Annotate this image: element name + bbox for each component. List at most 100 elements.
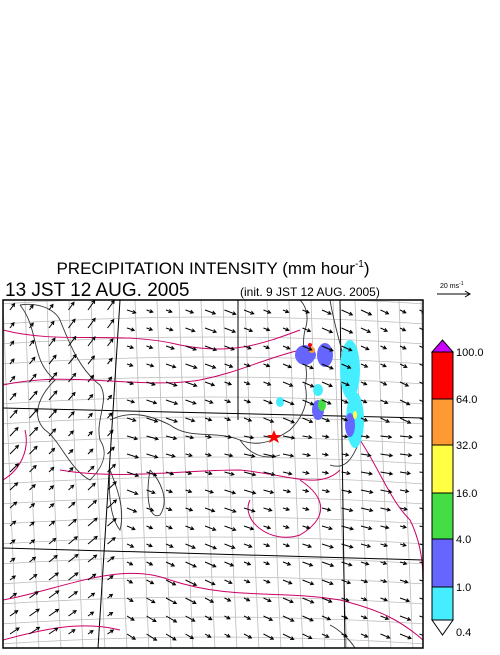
wind-vector: [263, 615, 274, 621]
colorbar: 100.0 64.0 32.0 16.0 4.0 1.0 0.4: [430, 339, 484, 639]
wind-vector: [360, 525, 373, 531]
wind-vector: [399, 309, 407, 314]
wind-vector: [360, 363, 369, 368]
wind-vector: [9, 501, 18, 509]
wind-vector: [360, 561, 370, 566]
wind-vector: [204, 327, 218, 334]
wind-vector: [29, 539, 36, 545]
wind-vector: [29, 573, 38, 581]
wind-vector: [224, 453, 234, 458]
wind-vector: [321, 597, 333, 603]
wind-vector: [185, 309, 195, 314]
wind-vector: [243, 435, 255, 440]
wind-vector: [107, 429, 114, 437]
wind-vector: [204, 363, 217, 369]
wind-vector: [341, 507, 354, 513]
wind-vector: [282, 417, 296, 424]
wind-vector: [146, 615, 157, 623]
wind-vector: [48, 354, 57, 365]
wind-vector: [126, 417, 137, 422]
wind-vector: [243, 525, 255, 531]
wind-vector: [185, 597, 197, 604]
wind-vector: [204, 633, 212, 638]
colorbar-label: 16.0: [456, 488, 477, 500]
wind-vector: [263, 579, 271, 584]
wind-vector: [29, 608, 40, 617]
wind-vector: [321, 525, 333, 531]
wind-vector: [399, 381, 410, 387]
wind-vector: [87, 412, 93, 419]
wind-vector: [399, 471, 412, 476]
wind-vector: [360, 309, 373, 316]
wind-vector: [87, 535, 98, 545]
wind-vector: [243, 615, 252, 620]
wind-vector: [360, 452, 372, 458]
wind-vector: [380, 309, 390, 315]
wind-vector: [224, 561, 235, 567]
wind-vector: [321, 488, 331, 494]
wind-vector: [9, 557, 16, 563]
meridian: [244, 300, 260, 648]
wind-vector: [185, 327, 196, 333]
wind-vector: [419, 345, 423, 349]
meridian: [46, 300, 62, 648]
wind-vector: [165, 507, 173, 512]
wind-vector: [321, 615, 332, 621]
wind-vector: [302, 417, 314, 424]
wind-vector: [165, 489, 174, 494]
title-end: ): [364, 259, 370, 278]
wind-vector: [146, 435, 160, 441]
wind-vector: [380, 560, 388, 565]
wind-vector: [126, 453, 140, 459]
wind-vector: [68, 466, 74, 473]
wind-vector: [68, 501, 76, 509]
wind-vector: [165, 579, 177, 586]
meridian: [24, 300, 40, 648]
precip-core: [345, 413, 355, 437]
wind-vector: [48, 372, 58, 383]
wind-vector: [9, 539, 16, 545]
wind-vector: [48, 409, 58, 419]
wind-vector: [9, 426, 19, 437]
wind-vector: [9, 463, 20, 473]
wind-vector: [321, 345, 334, 352]
wind-vector: [68, 536, 79, 545]
colorbar-box: [431, 351, 454, 400]
wind-vector: [29, 464, 37, 473]
wind-vector: [68, 335, 77, 347]
wind-vector: [360, 507, 374, 513]
wind-vector: [126, 615, 135, 621]
wind-vector: [204, 597, 215, 603]
wind-vector: [224, 327, 237, 334]
wind-vector: [87, 499, 98, 509]
wind-vector: [321, 363, 334, 370]
wind-vector: [9, 321, 15, 329]
precip-core: [318, 399, 326, 411]
colorbar-top: [430, 339, 455, 353]
meridian: [200, 300, 216, 648]
colorbar-label: 100.0: [456, 347, 484, 359]
coastline: [109, 300, 308, 444]
wind-vector: [419, 471, 423, 474]
wind-vector: [68, 590, 78, 599]
wind-vector: [204, 489, 215, 494]
wind-vector: [48, 428, 57, 437]
wind-vector: [321, 561, 335, 568]
wind-vector: [185, 543, 196, 549]
wind-vector: [399, 506, 408, 511]
wind-vector: [243, 327, 254, 333]
init-time: (init. 9 JST 12 AUG. 2005): [240, 285, 380, 299]
wind-vector: [29, 426, 39, 437]
wind-vector: [165, 615, 178, 623]
wind-vector: [380, 417, 390, 423]
wind-vector: [399, 417, 412, 424]
parallel: [3, 316, 423, 325]
wind-vector: [302, 363, 314, 370]
wind-vector: [302, 615, 314, 622]
wind-vector: [224, 417, 232, 422]
wind-vector: [419, 363, 423, 367]
wind-vector: [243, 633, 253, 639]
wind-vector: [146, 633, 158, 641]
wind-vector: [146, 399, 158, 405]
